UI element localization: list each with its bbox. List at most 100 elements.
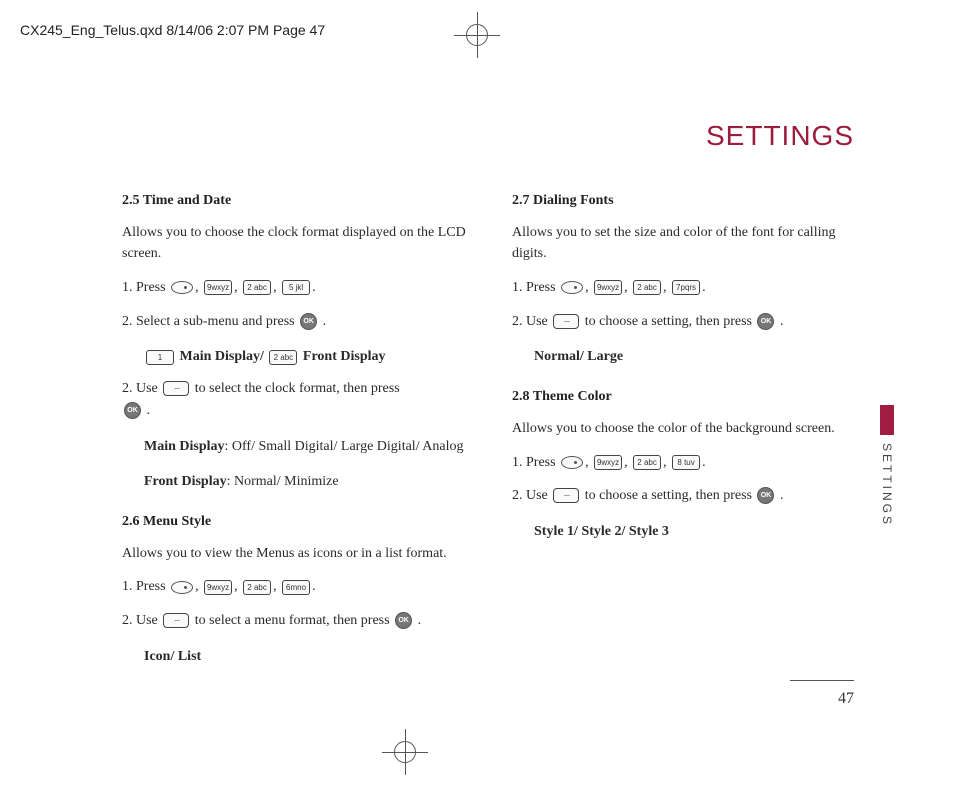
nav-key-icon — [163, 381, 189, 396]
side-tab-marker — [880, 405, 894, 435]
comma: , — [273, 579, 280, 594]
key-9-icon: 9wxyz — [594, 455, 622, 470]
comma: , — [624, 455, 631, 470]
key-8-icon: 8 tuv — [672, 455, 700, 470]
period: . — [776, 314, 783, 329]
section-heading-2-6: 2.6 Menu Style — [122, 511, 472, 533]
side-tab: SETTINGS — [880, 405, 894, 545]
section-heading-2-8: 2.8 Theme Color — [512, 386, 862, 408]
key-9-icon: 9wxyz — [204, 580, 232, 595]
step-text: 2. Use — [122, 381, 161, 396]
key-2-icon: 2 abc — [269, 350, 297, 365]
comma: , — [585, 280, 592, 295]
section-intro: Allows you to choose the clock format di… — [122, 222, 472, 265]
key-2-icon: 2 abc — [243, 280, 271, 295]
step-row: 2. Use to select a menu format, then pre… — [122, 610, 472, 632]
section-intro: Allows you to set the size and color of … — [512, 222, 862, 265]
crop-mark-bottom — [382, 729, 428, 775]
value-row: Front Display: Normal/ Minimize — [144, 471, 472, 493]
period: . — [143, 403, 150, 418]
key-2-icon: 2 abc — [633, 280, 661, 295]
nav-key-icon — [163, 613, 189, 628]
menu-key-icon — [171, 581, 193, 594]
step-row: 1. Press , 9wxyz, 2 abc, 7pqrs. — [512, 277, 862, 299]
ok-key-icon: OK — [757, 487, 774, 504]
step-row: 1. Press , 9wxyz, 2 abc, 8 tuv. — [512, 452, 862, 474]
comma: , — [273, 280, 280, 295]
left-column: 2.5 Time and Date Allows you to choose t… — [122, 190, 472, 677]
value-options: : Off/ Small Digital/ Large Digital/ Ana… — [225, 439, 464, 454]
step-row: 1. Press , 9wxyz, 2 abc, 6mno. — [122, 576, 472, 598]
comma: , — [195, 280, 202, 295]
menu-key-icon — [171, 281, 193, 294]
right-column: 2.7 Dialing Fonts Allows you to set the … — [512, 190, 862, 677]
key-2-icon: 2 abc — [633, 455, 661, 470]
comma: , — [195, 579, 202, 594]
sub-option-row: 1 Main Display/ 2 abc Front Display — [144, 346, 472, 368]
menu-key-icon — [561, 456, 583, 469]
section-heading-2-7: 2.7 Dialing Fonts — [512, 190, 862, 212]
key-9-icon: 9wxyz — [594, 280, 622, 295]
key-2-icon: 2 abc — [243, 580, 271, 595]
step-text: 2. Use — [512, 314, 551, 329]
period: . — [776, 488, 783, 503]
ok-key-icon: OK — [757, 313, 774, 330]
period: . — [312, 280, 316, 295]
page-number: 47 — [838, 690, 854, 708]
comma: , — [663, 280, 670, 295]
step-row: 2. Use to choose a setting, then press O… — [512, 485, 862, 507]
print-header: CX245_Eng_Telus.qxd 8/14/06 2:07 PM Page… — [20, 22, 325, 38]
comma: , — [585, 455, 592, 470]
ok-key-icon: OK — [395, 612, 412, 629]
step-text: to select a menu format, then press — [195, 613, 393, 628]
comma: , — [624, 280, 631, 295]
section-intro: Allows you to view the Menus as icons or… — [122, 543, 472, 565]
ok-key-icon: OK — [124, 402, 141, 419]
value-options: Style 1/ Style 2/ Style 3 — [534, 521, 862, 543]
value-options: : Normal/ Minimize — [227, 474, 339, 489]
step-text: 1. Press — [122, 280, 169, 295]
step-row: 2. Select a sub-menu and press OK . — [122, 311, 472, 333]
step-text: 2. Select a sub-menu and press — [122, 314, 298, 329]
content-area: 2.5 Time and Date Allows you to choose t… — [122, 190, 862, 677]
value-row: Main Display: Off/ Small Digital/ Large … — [144, 436, 472, 458]
nav-key-icon — [553, 314, 579, 329]
key-1-icon: 1 — [146, 350, 174, 365]
crop-mark-top — [454, 12, 500, 58]
section-heading-2-5: 2.5 Time and Date — [122, 190, 472, 212]
step-row: 2. Use to choose a setting, then press O… — [512, 311, 862, 333]
comma: , — [234, 579, 241, 594]
comma: , — [663, 455, 670, 470]
page-title: SETTINGS — [706, 120, 854, 152]
key-9-icon: 9wxyz — [204, 280, 232, 295]
page-number-divider — [790, 680, 854, 681]
key-7-icon: 7pqrs — [672, 280, 700, 295]
period: . — [702, 455, 706, 470]
option-label: Main Display/ — [180, 349, 268, 364]
side-tab-label: SETTINGS — [880, 443, 894, 527]
nav-key-icon — [553, 488, 579, 503]
period: . — [319, 314, 326, 329]
period: . — [312, 579, 316, 594]
step-text: 1. Press — [512, 455, 559, 470]
ok-key-icon: OK — [300, 313, 317, 330]
step-text: 2. Use — [512, 488, 551, 503]
value-options: Icon/ List — [144, 646, 472, 668]
step-text: 1. Press — [122, 579, 169, 594]
value-label: Main Display — [144, 439, 225, 454]
step-text: 1. Press — [512, 280, 559, 295]
value-options: Normal/ Large — [534, 346, 862, 368]
option-label: Front Display — [303, 349, 386, 364]
menu-key-icon — [561, 281, 583, 294]
step-text: 2. Use — [122, 613, 161, 628]
key-5-icon: 5 jkl — [282, 280, 310, 295]
comma: , — [234, 280, 241, 295]
key-6-icon: 6mno — [282, 580, 310, 595]
period: . — [414, 613, 421, 628]
step-text: to choose a setting, then press — [585, 314, 756, 329]
step-text: to choose a setting, then press — [585, 488, 756, 503]
step-row: 2. Use to select the clock format, then … — [122, 378, 472, 421]
step-text: to select the clock format, then press — [195, 381, 400, 396]
period: . — [702, 280, 706, 295]
step-row: 1. Press , 9wxyz, 2 abc, 5 jkl. — [122, 277, 472, 299]
